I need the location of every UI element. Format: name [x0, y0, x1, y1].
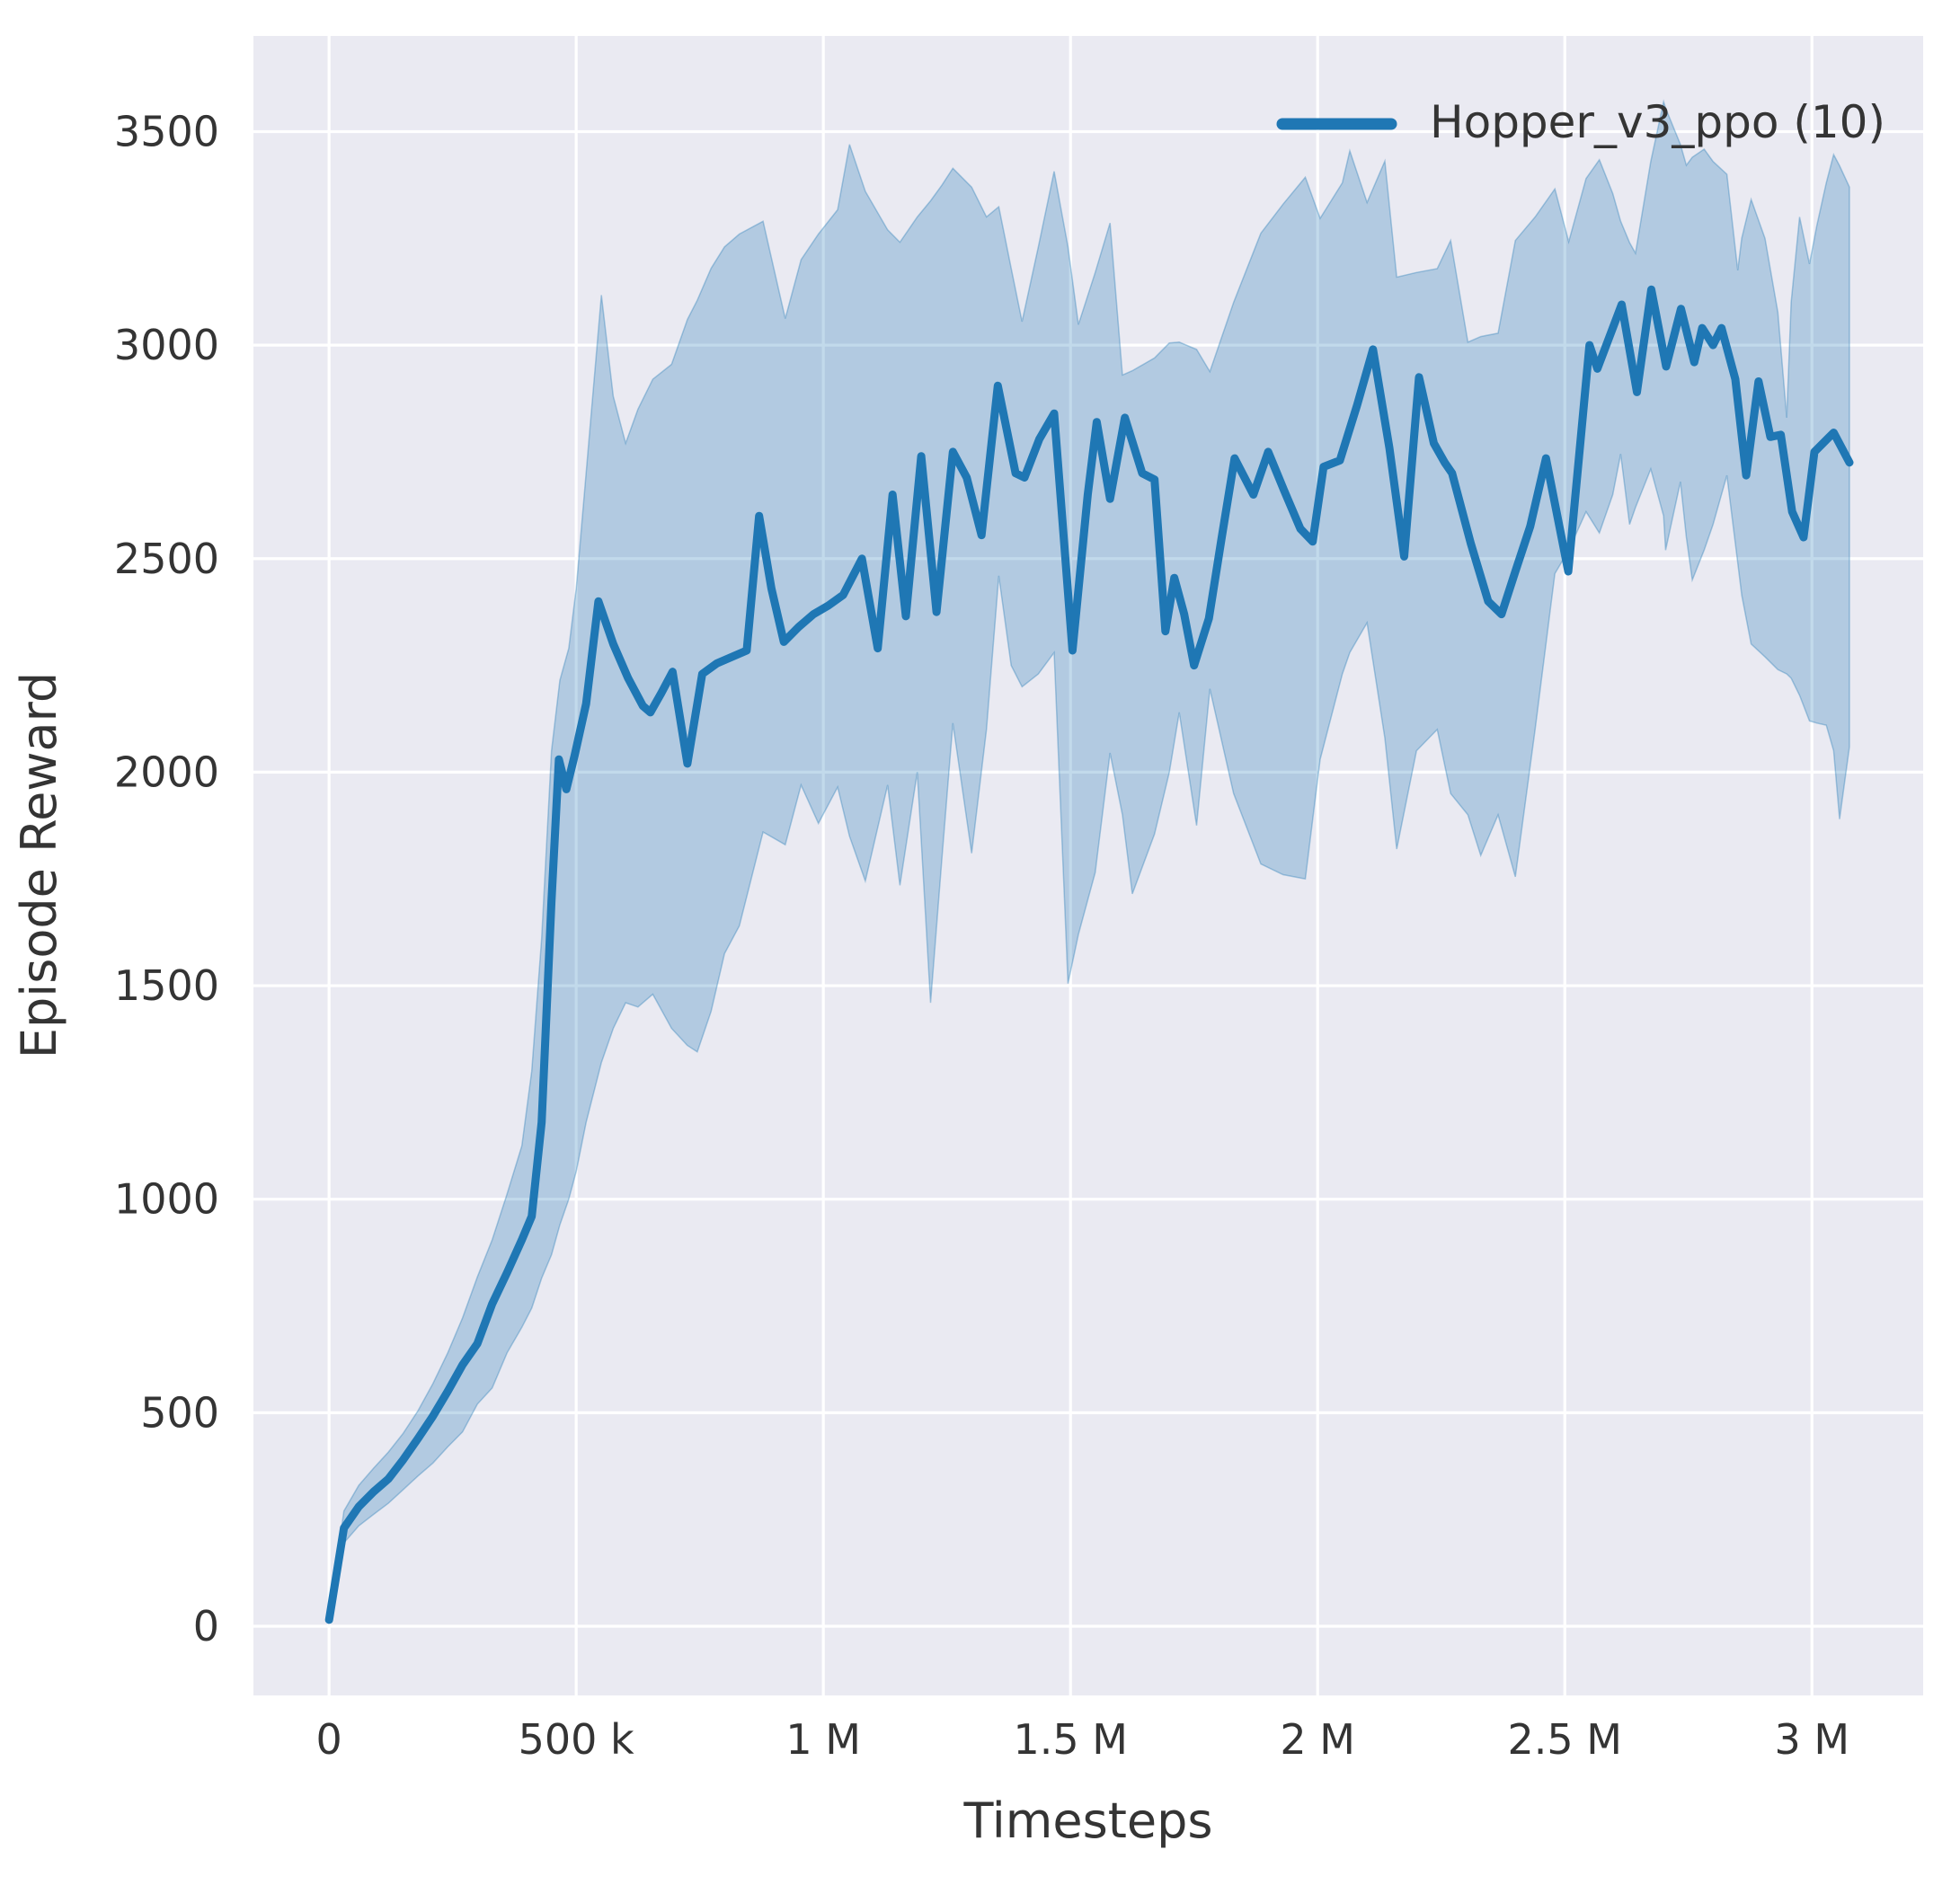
x-tick-labels: 0 500 k 1 M 1.5 M 2 M 2.5 M 3 M: [316, 1715, 1850, 1764]
x-axis-label: Timesteps: [962, 1792, 1212, 1849]
x-tick-label: 1.5 M: [1013, 1715, 1127, 1764]
y-axis-label: Episode Reward: [11, 672, 67, 1058]
gridlines: [253, 36, 1923, 1695]
y-tick-label: 500: [140, 1388, 219, 1437]
legend-label: Hopper_v3_ppo (10): [1430, 96, 1885, 148]
y-tick-label: 3000: [114, 321, 219, 369]
legend: Hopper_v3_ppo (10): [1276, 96, 1885, 148]
x-tick-label: 2 M: [1280, 1715, 1355, 1764]
y-tick-label: 0: [193, 1602, 219, 1650]
std-band-area: [328, 99, 1850, 1623]
mean-reward-line: [324, 285, 1854, 1624]
mean-reward-path: [324, 285, 1854, 1624]
y-tick-label: 1000: [114, 1175, 219, 1224]
y-tick-label: 2500: [114, 535, 219, 583]
y-tick-labels: 0 500 1000 1500 2000 2500 3000 3500: [114, 107, 219, 1650]
y-tick-label: 3500: [114, 107, 219, 155]
x-tick-label: 1 M: [785, 1715, 861, 1764]
x-tick-label: 2.5 M: [1507, 1715, 1621, 1764]
x-tick-label: 0: [316, 1715, 342, 1764]
confidence-band: [328, 99, 1850, 1623]
x-tick-label: 500 k: [519, 1715, 634, 1764]
y-tick-label: 2000: [114, 748, 219, 796]
y-tick-label: 1500: [114, 961, 219, 1010]
x-tick-label: 3 M: [1774, 1715, 1849, 1764]
